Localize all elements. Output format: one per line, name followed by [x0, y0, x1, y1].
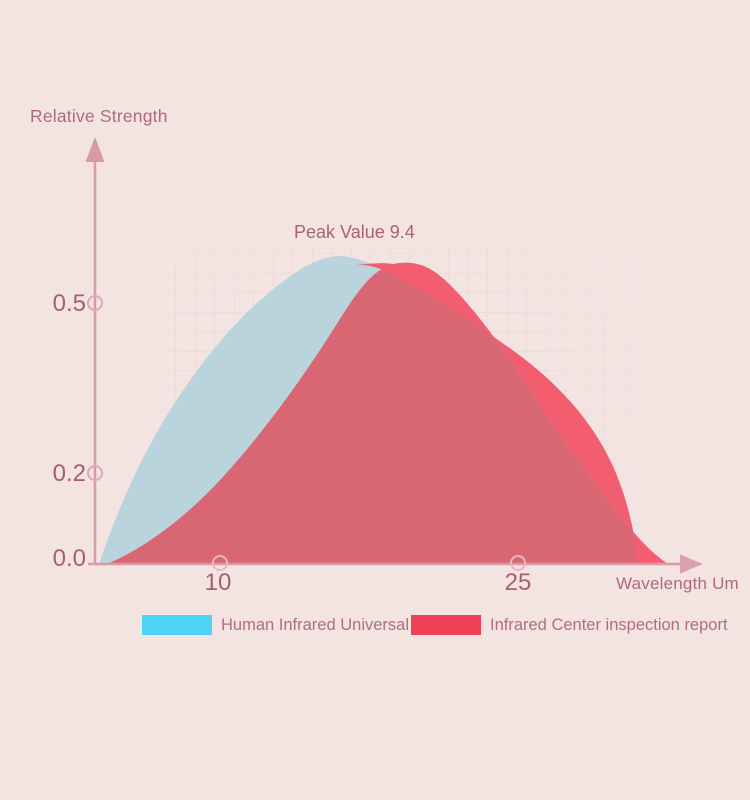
legend-label: Human Infrared Universal [221, 615, 409, 634]
x-tick-label-25: 25 [504, 569, 532, 596]
y-tick-label-0-0: 0.0 [52, 545, 86, 572]
y-axis-title: Relative Strength [30, 106, 168, 126]
legend: Human Infrared Universal Infrared Center… [0, 615, 750, 641]
legend-item-human-infrared: Human Infrared Universal [142, 615, 409, 635]
y-tick-ring-0-2 [87, 465, 103, 481]
peak-value-annotation: Peak Value 9.4 [294, 222, 415, 242]
legend-label: Infrared Center inspection report [490, 615, 728, 634]
legend-item-inspection-report: Infrared Center inspection report [411, 615, 728, 635]
y-axis-arrowhead-icon [85, 137, 105, 162]
y-tick-label-0-5: 0.5 [52, 290, 86, 317]
red-area-inspection-report [107, 262, 668, 564]
y-tick-ring-0-5 [87, 295, 103, 311]
x-axis-arrowhead-icon [680, 554, 703, 574]
y-tick-label-0-2: 0.2 [52, 460, 86, 487]
legend-swatch-red [411, 615, 481, 635]
legend-swatch-cyan [142, 615, 212, 635]
x-tick-ring-25 [510, 555, 526, 571]
x-tick-ring-10 [212, 555, 228, 571]
x-axis-title: Wavelength Um [616, 574, 739, 593]
x-tick-label-10: 10 [204, 569, 232, 596]
